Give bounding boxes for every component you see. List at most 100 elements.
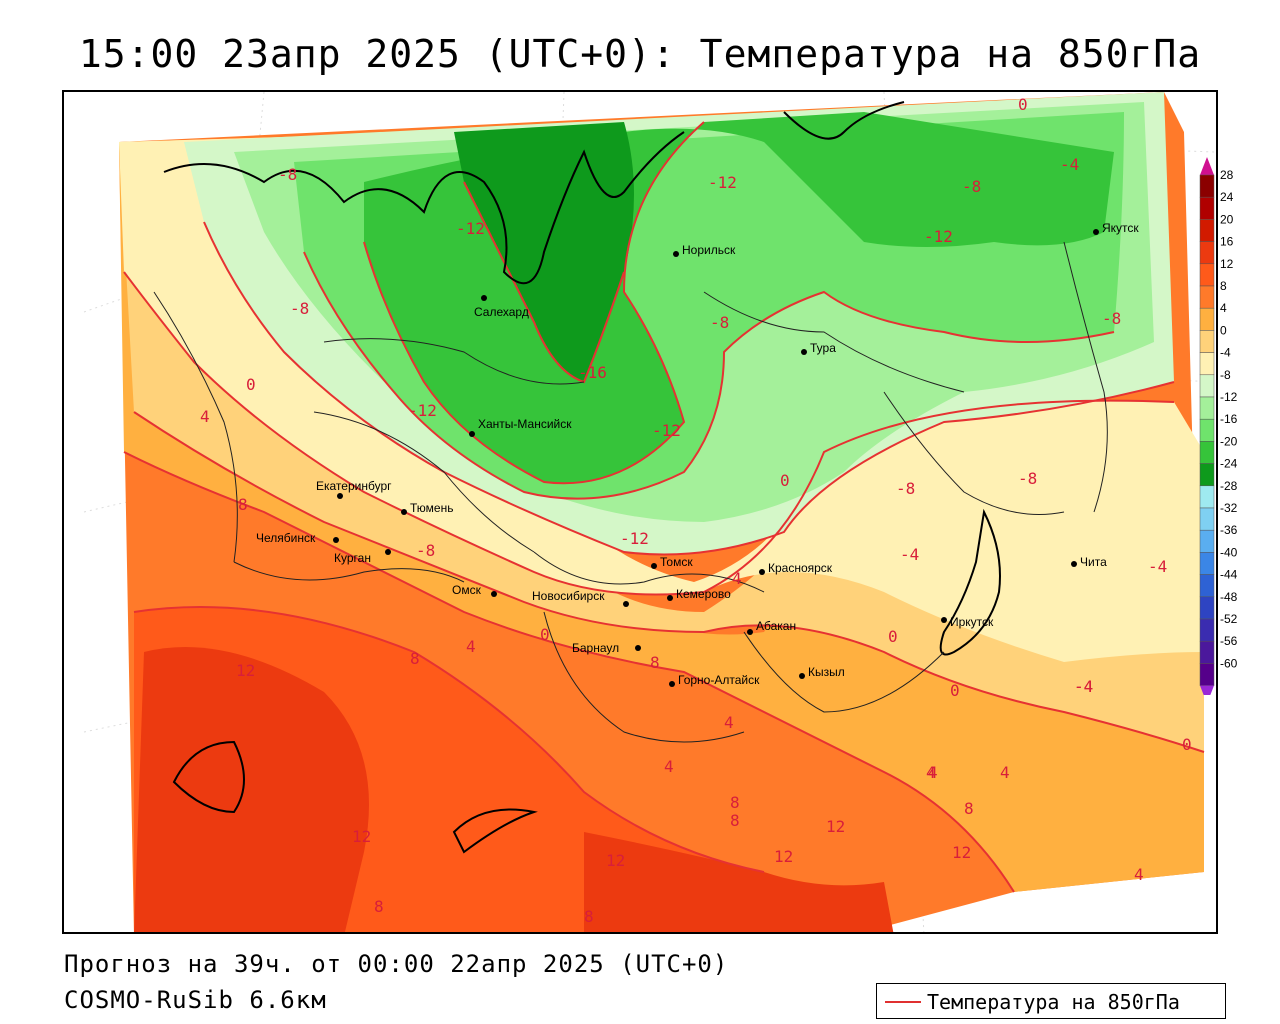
isotherm-label: -4	[1060, 155, 1079, 174]
isotherm-label: 4	[928, 763, 938, 782]
isotherm-label: 4	[466, 637, 476, 656]
colorbar-swatch	[1199, 618, 1215, 642]
isotherm-label: -8	[290, 299, 309, 318]
svg-text:Абакан: Абакан	[756, 619, 796, 633]
svg-text:Горно-Алтайск: Горно-Алтайск	[678, 673, 760, 687]
isotherm-label: 8	[238, 495, 248, 514]
isotherm-label: 8	[410, 649, 420, 668]
colorbar-tick-label: -24	[1220, 457, 1238, 471]
city-marker[interactable]: Чита	[1071, 555, 1107, 569]
city-marker[interactable]: Иркутск	[941, 615, 994, 629]
isotherm-label: -12	[652, 421, 681, 440]
svg-text:Томск: Томск	[660, 555, 693, 569]
colorbar-tick-label: -36	[1220, 523, 1238, 537]
isotherm-label: -8	[1102, 309, 1121, 328]
svg-text:Норильск: Норильск	[682, 243, 736, 257]
colorbar-tick-label: -60	[1220, 656, 1238, 670]
svg-text:Кемерово: Кемерово	[676, 587, 731, 601]
colorbar-tick-label: -16	[1220, 412, 1238, 426]
isotherm-label: 0	[540, 625, 550, 644]
isotherm-label: -4	[1148, 557, 1167, 576]
colorbar-swatch	[1199, 596, 1215, 620]
isotherm-label: 0	[950, 681, 960, 700]
coastline	[163, 101, 905, 854]
legend-line-swatch	[885, 1001, 921, 1003]
isotherm-label: 12	[774, 847, 793, 866]
city-marker[interactable]: Абакан	[747, 619, 796, 635]
colorbar-tick-label: -20	[1220, 434, 1238, 448]
city-marker[interactable]: Новосибирск	[532, 589, 629, 607]
colorbar-tick-label: 12	[1220, 257, 1234, 271]
city-marker[interactable]: Екатеринбург	[316, 479, 392, 499]
temperature-map[interactable]: 0 -4 -8 -8 -12 -12 -12 -12 -16 -12 -12 -…	[62, 90, 1218, 934]
isotherm-label: 4	[1134, 865, 1144, 884]
isotherm-label: -8	[896, 479, 915, 498]
city-marker[interactable]: Красноярск	[759, 561, 833, 575]
isotherm-label: 12	[952, 843, 971, 862]
colorbar-tick-label: 8	[1220, 279, 1227, 293]
isotherm-label: 4	[664, 757, 674, 776]
isotherm-label: 12	[826, 817, 845, 836]
colorbar-bottom-arrow	[1200, 685, 1214, 695]
isotherm-label: 8	[650, 653, 660, 672]
svg-text:Иркутск: Иркутск	[950, 615, 994, 629]
isotherm-label: 8	[964, 799, 974, 818]
colorbar-tick-label: 4	[1220, 301, 1227, 315]
svg-text:Новосибирск: Новосибирск	[532, 589, 605, 603]
isotherm-contours	[123, 121, 1205, 893]
isotherm-label: 12	[352, 827, 371, 846]
city-marker[interactable]: Ханты-Мансийск	[469, 417, 572, 437]
colorbar-tick-label: 24	[1220, 190, 1234, 204]
colorbar-swatch	[1199, 463, 1215, 487]
colorbar-swatch	[1199, 663, 1215, 686]
isotherm-label: 4	[1000, 763, 1010, 782]
isotherm-label: 8	[730, 793, 740, 812]
city-marker[interactable]: Омск	[452, 583, 497, 597]
city-markers: Салехард Норильск Якутск Тура Ханты-Манс…	[256, 221, 1139, 687]
colorbar-swatch	[1199, 529, 1215, 553]
svg-text:Екатеринбург: Екатеринбург	[316, 479, 392, 493]
svg-text:Барнаул: Барнаул	[572, 641, 619, 655]
city-marker[interactable]: Кызыл	[799, 665, 845, 679]
colorbar-swatch	[1199, 241, 1215, 265]
isotherm-label: 12	[606, 851, 625, 870]
colorbar-tick-label: -4	[1220, 346, 1231, 360]
colorbar-tick-label: -48	[1220, 590, 1238, 604]
colorbar-tick-labels: 28 24 20 16 12 8 4 0 -4 -8 -12 -16 -20 -24 -28 -32 -36 -4…	[1220, 168, 1238, 670]
svg-text:Якутск: Якутск	[1102, 221, 1139, 235]
city-marker[interactable]: Тура	[801, 341, 836, 355]
isotherm-label: 0	[888, 627, 898, 646]
colorbar-swatch	[1199, 552, 1215, 575]
colorbar-tick-label: -32	[1220, 501, 1238, 515]
city-marker[interactable]: Курган	[334, 549, 391, 565]
isotherm-label: -8	[278, 165, 297, 184]
svg-text:Омск: Омск	[452, 583, 482, 597]
isotherm-label: -12	[708, 173, 737, 192]
colorbar-tick-label: -44	[1220, 568, 1238, 582]
isotherm-label: 4	[926, 763, 936, 782]
isotherm-label: 12	[236, 661, 255, 680]
svg-text:Красноярск: Красноярск	[768, 561, 833, 575]
map-canvas: 0 -4 -8 -8 -12 -12 -12 -12 -16 -12 -12 -…	[64, 92, 1216, 932]
city-marker[interactable]: Кемерово	[667, 587, 731, 601]
isotherm-label: -8	[1018, 469, 1037, 488]
temperature-fields	[119, 92, 1204, 932]
city-marker[interactable]: Якутск	[1093, 221, 1139, 235]
city-marker[interactable]: Тюмень	[401, 501, 453, 515]
city-marker[interactable]: Барнаул	[572, 641, 641, 655]
city-marker[interactable]: Салехард	[474, 295, 529, 319]
colorbar-swatch	[1199, 263, 1215, 287]
isotherm-label: -4	[1074, 677, 1093, 696]
temperature-colorbar: 28 24 20 16 12 8 4 0 -4 -8 -12 -16 -20 -24 -28 -32 -36 -4…	[1199, 157, 1238, 695]
city-marker[interactable]: Челябинск	[256, 531, 339, 545]
colorbar-swatch	[1199, 574, 1215, 598]
city-marker[interactable]: Норильск	[673, 243, 736, 257]
colorbar-swatch	[1199, 396, 1215, 420]
colorbar-tick-label: -52	[1220, 612, 1238, 626]
isotherm-label: 0	[780, 471, 790, 490]
isotherm-label: 4	[732, 569, 742, 588]
colorbar-swatch	[1199, 374, 1215, 398]
city-marker[interactable]: Горно-Алтайск	[669, 673, 760, 687]
colorbar-swatch	[1199, 441, 1215, 464]
city-marker[interactable]: Томск	[651, 555, 693, 569]
